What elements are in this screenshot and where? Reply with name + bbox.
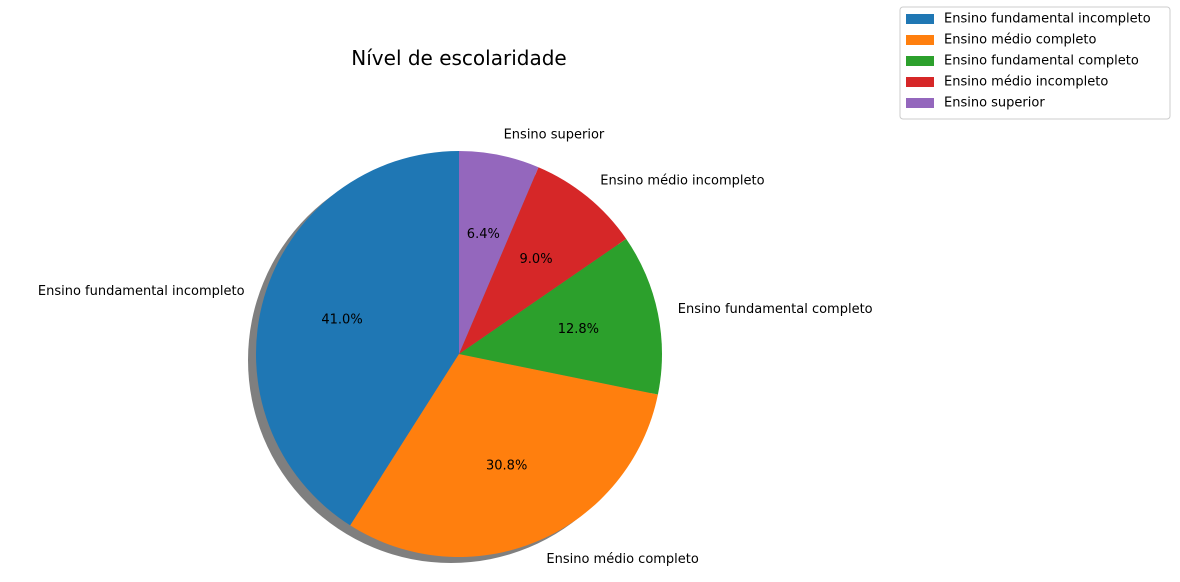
legend-label: Ensino superior — [944, 96, 1045, 111]
legend-label: Ensino médio completo — [944, 33, 1096, 48]
slice-label: Ensino médio completo — [546, 552, 698, 567]
chart-title: Nível de escolaridade — [351, 46, 566, 70]
legend: Ensino fundamental incompleto Ensino médi… — [900, 7, 1170, 119]
slice-label: Ensino superior — [504, 128, 605, 143]
legend-label: Ensino fundamental incompleto — [944, 12, 1151, 27]
percent-label: 41.0% — [321, 313, 362, 328]
legend-label: Ensino fundamental completo — [944, 54, 1139, 69]
slice-label: Ensino médio incompleto — [600, 174, 764, 189]
legend-swatch — [906, 98, 934, 108]
percent-label: 6.4% — [467, 227, 500, 242]
legend-swatch — [906, 14, 934, 24]
legend-label: Ensino médio incompleto — [944, 75, 1108, 90]
slice-label: Ensino fundamental incompleto — [38, 284, 245, 299]
legend-swatch — [906, 77, 934, 87]
legend-swatch — [906, 56, 934, 66]
percent-label: 12.8% — [558, 322, 599, 337]
percent-label: 30.8% — [486, 459, 527, 474]
percent-label: 9.0% — [520, 252, 553, 267]
legend-swatch — [906, 35, 934, 45]
slice-label: Ensino fundamental completo — [678, 302, 873, 317]
pie-slices — [256, 151, 662, 557]
